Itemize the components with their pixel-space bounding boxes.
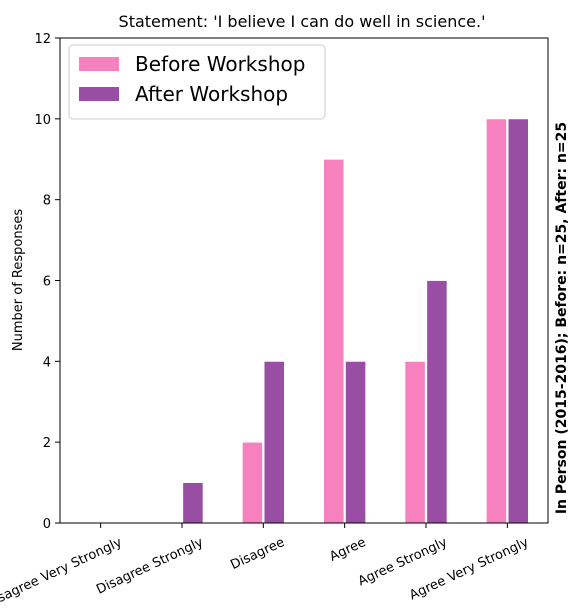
y-axis-label: Number of Responses: [11, 209, 26, 351]
bar: [485, 118, 507, 524]
legend-swatch: [79, 57, 119, 71]
y-tick-label: 4: [43, 355, 51, 370]
y-tick-label: 2: [43, 436, 51, 451]
bar: [263, 360, 285, 524]
bar: [507, 118, 529, 524]
bar: [404, 360, 426, 524]
chart-title: Statement: 'I believe I can do well in s…: [119, 12, 486, 31]
legend-swatch: [79, 87, 119, 101]
y-tick-label: 12: [34, 32, 51, 47]
legend-label: Before Workshop: [135, 52, 305, 76]
y-tick-label: 10: [34, 113, 51, 128]
bar: [426, 280, 448, 524]
bar: [241, 441, 263, 524]
legend-label: After Workshop: [135, 82, 288, 106]
bar: [182, 482, 204, 524]
bar: [345, 360, 367, 524]
y-tick-label: 0: [43, 517, 51, 532]
side-label: In Person (2015-2016); Before: n=25, Aft…: [554, 122, 570, 514]
legend-box: [68, 44, 326, 120]
y-tick-label: 6: [43, 275, 51, 290]
bar: [323, 158, 345, 524]
legend: Before Workshop After Workshop: [68, 44, 326, 120]
axes-frame: [59, 37, 549, 524]
y-tick-label: 8: [43, 194, 51, 209]
